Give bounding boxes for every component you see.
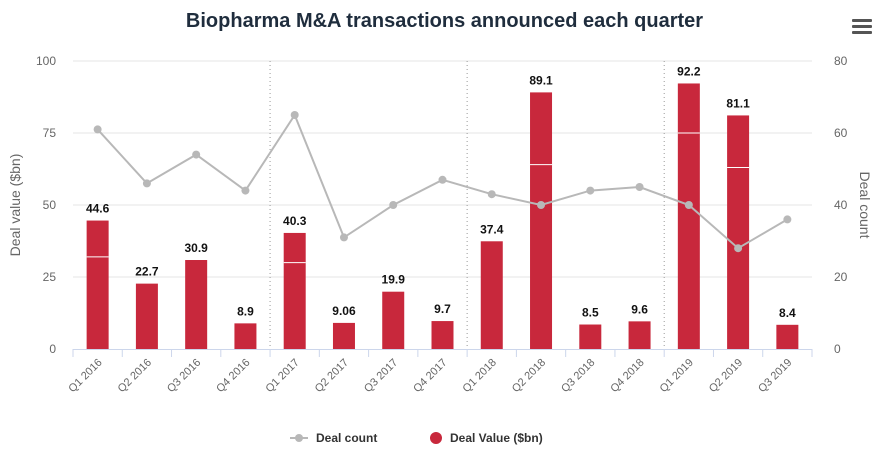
deal-count-point: [586, 186, 595, 195]
deal-count-point: [389, 201, 398, 209]
y-right-tick-label: 20: [834, 270, 848, 284]
bar: [234, 323, 257, 349]
bar-data-label: 22.7: [135, 265, 159, 279]
legend-label-deal-value: Deal Value ($bn): [450, 431, 543, 445]
bar-data-label: 92.2: [677, 64, 701, 78]
x-tick-label: Q2 2018: [510, 357, 548, 395]
chart-plot: 0 25 50 75 100 0 20 40 60 80 Deal value ($bn) Deal …: [7, 54, 873, 395]
deal-count-point: [783, 215, 792, 224]
bar: [135, 283, 158, 349]
y-right-axis-title: Deal count: [857, 172, 873, 239]
bar: [677, 83, 700, 350]
bar-data-label: 44.6: [86, 202, 110, 216]
bar: [185, 260, 208, 349]
x-tick-label: Q3 2016: [165, 357, 203, 395]
x-tick-label: Q1 2016: [66, 357, 104, 395]
y-left-tick-label: 0: [49, 342, 56, 356]
deal-count-point: [93, 125, 102, 134]
x-tick-label: Q4 2017: [411, 357, 449, 395]
circle-marker-icon: [430, 432, 442, 444]
chart-title: Biopharma M&A transactions announced eac…: [185, 10, 704, 32]
bar: [530, 92, 553, 349]
deal-count-point: [684, 201, 693, 209]
legend-item-deal-value[interactable]: Deal Value ($bn): [430, 428, 543, 448]
x-tick-label: Q1 2017: [263, 357, 301, 395]
legend-item-deal-count[interactable]: Deal count: [290, 428, 377, 448]
deal-count-point: [438, 175, 447, 184]
bar-data-label: 89.1: [529, 73, 553, 87]
x-tick-label: Q2 2016: [116, 357, 154, 395]
deal-count-point: [339, 233, 348, 242]
y-right-tick-label: 0: [834, 342, 841, 356]
bar: [382, 291, 405, 349]
line-marker-icon: [290, 432, 308, 444]
x-tick-label: Q2 2017: [313, 357, 351, 395]
x-tick-label: Q3 2019: [756, 357, 794, 395]
bar: [86, 220, 109, 349]
x-tick-label: Q3 2017: [362, 357, 400, 395]
y-right-tick-label: 60: [834, 126, 848, 140]
y-left-tick-label: 50: [43, 198, 57, 212]
bar-data-label: 40.3: [283, 214, 307, 228]
deal-count-point: [734, 244, 743, 253]
x-tick-label: Q2 2019: [707, 357, 745, 395]
bar: [480, 241, 503, 349]
bar: [431, 321, 454, 349]
y-left-axis-title: Deal value ($bn): [7, 154, 23, 257]
x-tick-label: Q4 2018: [608, 357, 646, 395]
bar-data-label: 37.4: [480, 222, 504, 236]
bar: [628, 321, 651, 349]
bar-data-label: 81.1: [726, 96, 750, 110]
legend-label-deal-count: Deal count: [316, 431, 378, 445]
deal-count-point: [142, 179, 151, 188]
bar: [283, 232, 306, 349]
legend: Deal count Deal Value ($bn): [0, 428, 889, 448]
bar-data-label: 8.4: [779, 306, 796, 320]
bar-data-label: 9.06: [332, 304, 356, 318]
deal-count-point: [290, 111, 299, 119]
y-left-tick-label: 75: [43, 126, 57, 140]
bar-data-label: 19.9: [382, 273, 406, 287]
hamburger-menu-icon[interactable]: [852, 18, 874, 36]
bar: [332, 322, 355, 349]
bar-data-label: 9.6: [631, 302, 648, 316]
x-tick-label: Q1 2019: [658, 357, 696, 395]
x-tick-label: Q1 2018: [461, 357, 499, 395]
bar: [727, 115, 750, 349]
deal-count-point: [537, 201, 546, 209]
y-right-tick-label: 80: [834, 54, 848, 68]
y-right-tick-label: 40: [834, 198, 848, 212]
bar-data-label: 8.5: [582, 306, 599, 320]
bar: [776, 324, 799, 349]
x-tick-label: Q4 2016: [214, 357, 252, 395]
deal-count-point: [487, 190, 496, 199]
x-tick-label: Q3 2018: [559, 357, 597, 395]
bar-data-label: 30.9: [184, 241, 208, 255]
bar: [579, 324, 602, 349]
deal-count-point: [241, 186, 250, 195]
bar-data-label: 8.9: [237, 304, 254, 318]
deal-count-point: [635, 183, 644, 191]
deal-count-point: [192, 150, 201, 159]
bar-data-label: 9.7: [434, 302, 451, 316]
y-left-tick-label: 100: [36, 54, 56, 68]
y-left-tick-label: 25: [43, 270, 57, 284]
